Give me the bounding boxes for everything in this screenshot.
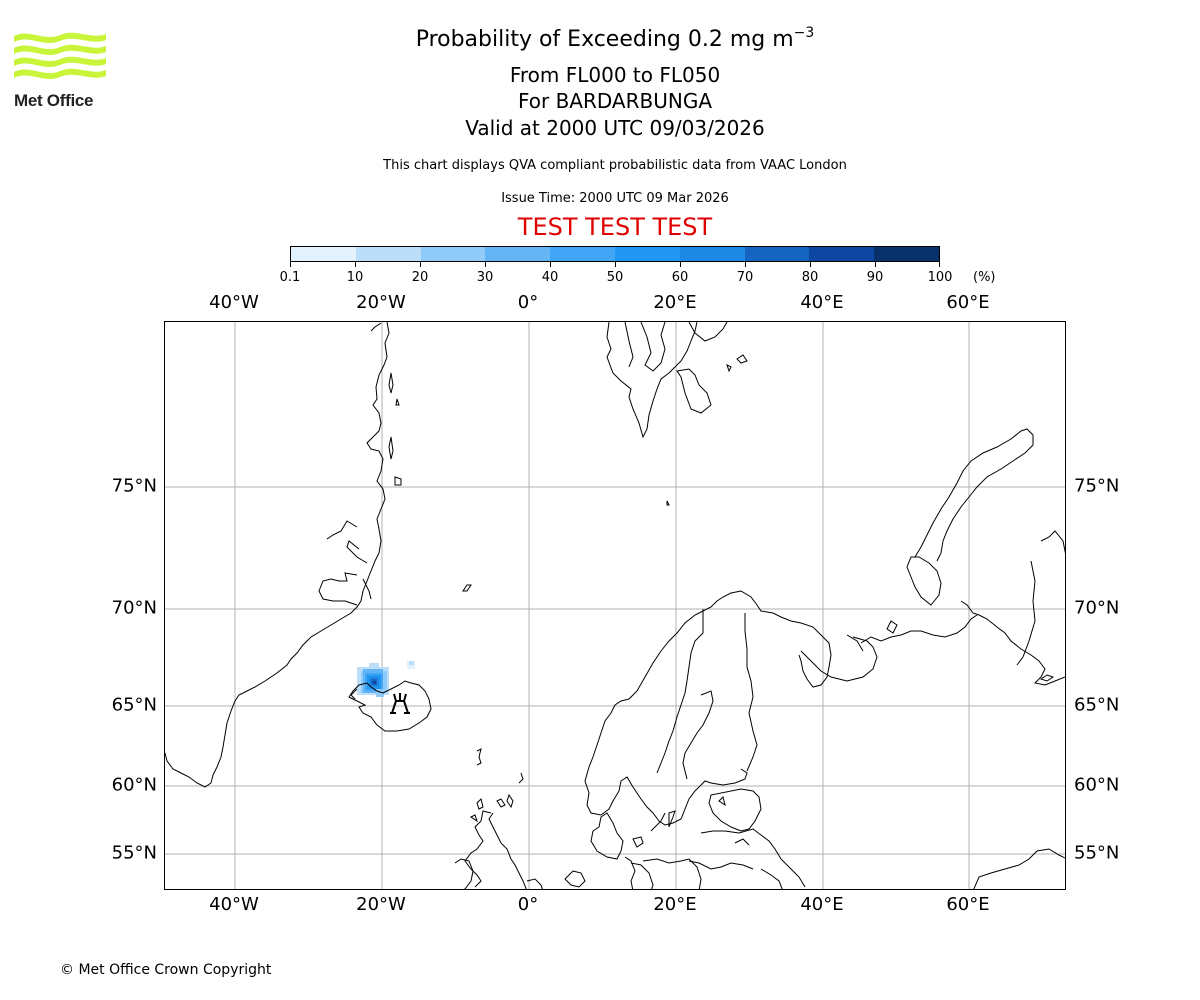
lon-label-top: 40°W (209, 292, 259, 313)
logo-text: Met Office (14, 91, 94, 110)
colorbar-tick (420, 262, 421, 267)
colorbar-tick-label: 70 (736, 270, 754, 285)
lon-label-top: 40°E (800, 292, 844, 313)
volcano-name: For BARDARBUNGA (517, 89, 713, 113)
lat-label-left: 75°N (111, 475, 157, 497)
lat-label-left: 60°N (111, 774, 157, 796)
colorbar-segment (420, 247, 486, 261)
lon-label-bottom: 40°E (800, 894, 844, 915)
copyright: © Met Office Crown Copyright (60, 962, 272, 978)
colorbar-unit: (%) (973, 270, 996, 285)
colorbar-segment (291, 247, 356, 261)
coastlines (165, 322, 1065, 889)
colorbar-segment (679, 247, 745, 261)
lon-label-top: 20°E (653, 292, 697, 313)
lat-label-left: 55°N (111, 842, 157, 864)
map-canvas (165, 322, 1065, 889)
title-superscript: −3 (793, 25, 815, 41)
lon-label-bottom: 40°W (209, 894, 259, 915)
colorbar-tick-label: 60 (671, 270, 689, 285)
colorbar-segment (744, 247, 810, 261)
colorbar-tick-label: 10 (346, 270, 364, 285)
lat-label-right: 55°N (1074, 842, 1120, 864)
description: This chart displays QVA compliant probab… (383, 158, 847, 173)
colorbar-tick-label: 0.1 (279, 270, 301, 285)
colorbar (290, 246, 940, 262)
colorbar-tick (615, 262, 616, 267)
met-office-waves-icon (14, 32, 106, 80)
colorbar-tick (745, 262, 746, 267)
lon-label-bottom: 60°E (946, 894, 990, 915)
colorbar-segment (614, 247, 680, 261)
lat-label-right: 75°N (1074, 475, 1120, 497)
colorbar-tick-label: 40 (541, 270, 559, 285)
colorbar-segment (485, 247, 551, 261)
lat-label-left: 70°N (111, 597, 157, 619)
map-panel[interactable] (164, 321, 1066, 890)
colorbar-segment (550, 247, 615, 261)
colorbar-tick (550, 262, 551, 267)
colorbar-tick (680, 262, 681, 267)
lon-label-bottom: 20°E (653, 894, 697, 915)
lon-label-bottom: 20°W (356, 894, 406, 915)
colorbar-tick-label: 30 (476, 270, 494, 285)
colorbar-tick (355, 262, 356, 267)
ash-plume (357, 661, 415, 697)
colorbar-segment (809, 247, 875, 261)
colorbar-tick (290, 262, 291, 267)
test-banner: TEST TEST TEST (517, 213, 713, 241)
colorbar-tick (485, 262, 486, 267)
colorbar-tick-label: 90 (866, 270, 884, 285)
lon-label-top: 60°E (946, 292, 990, 313)
lat-label-right: 70°N (1074, 597, 1120, 619)
level-range: From FL000 to FL050 (509, 63, 721, 87)
colorbar-segment (874, 247, 939, 261)
title-text: Probability of Exceeding 0.2 mg m (415, 27, 794, 52)
lat-label-right: 65°N (1074, 694, 1120, 716)
issue-time: Issue Time: 2000 UTC 09 Mar 2026 (501, 191, 729, 206)
lon-label-bottom: 0° (517, 894, 539, 915)
lat-label-right: 60°N (1074, 774, 1120, 796)
colorbar-tick (939, 262, 940, 267)
met-office-logo: Met Office (14, 30, 106, 112)
lon-label-top: 0° (517, 292, 539, 313)
lat-label-left: 65°N (111, 694, 157, 716)
chart-title: Probability of Exceeding 0.2 mg m−3 (0, 25, 1200, 52)
colorbar-tick-label: 50 (606, 270, 624, 285)
gridlines (165, 322, 1065, 889)
valid-time: Valid at 2000 UTC 09/03/2026 (465, 116, 765, 140)
colorbar-segment (355, 247, 421, 261)
colorbar-tick-label: 100 (927, 270, 953, 285)
colorbar-tick-label: 20 (411, 270, 429, 285)
colorbar-tick (810, 262, 811, 267)
volcano-icon (390, 693, 410, 714)
lon-label-top: 20°W (356, 292, 406, 313)
colorbar-tick-label: 80 (801, 270, 819, 285)
colorbar-tick (875, 262, 876, 267)
